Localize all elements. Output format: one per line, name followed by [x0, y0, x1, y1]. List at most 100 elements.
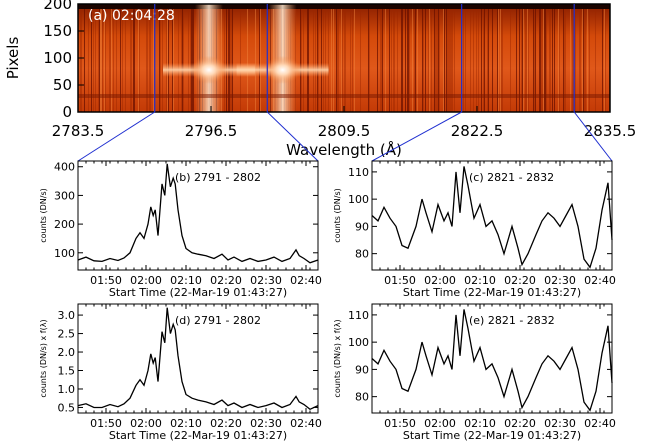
heatmap-stripe — [139, 4, 140, 112]
heatmap-stripe — [481, 4, 482, 112]
x-tick-label: 02:20 — [210, 417, 242, 430]
heatmap-stripe — [402, 4, 403, 112]
panel-title: (c) 2821 - 2832 — [469, 171, 554, 184]
heatmap-stripe — [428, 4, 429, 112]
heatmap-stripe — [522, 4, 523, 112]
heatmap-stripe — [231, 4, 232, 112]
x-tick-label: 02:30 — [544, 274, 576, 287]
heatmap-stripe — [580, 4, 581, 112]
heatmap-stripe — [105, 4, 106, 112]
heatmap-stripe — [188, 4, 189, 112]
heatmap-x-tick-label: 2822.5 — [451, 122, 504, 140]
heatmap-stripe — [595, 4, 596, 112]
heatmap-stripe — [168, 4, 169, 112]
heatmap-stripe — [559, 4, 560, 112]
heatmap-stripe — [589, 4, 590, 112]
wavelength-marker-connector — [77, 111, 155, 162]
heatmap-stripe — [573, 4, 574, 112]
heatmap-stripe — [521, 4, 522, 112]
heatmap-stripe — [344, 4, 345, 112]
heatmap-stripe — [113, 4, 114, 112]
heatmap-stripe — [315, 4, 316, 112]
heatmap-x-axis-title: Wavelength (Å) — [286, 140, 402, 159]
y-tick-label: 1.0 — [58, 383, 76, 396]
x-tick-label: 02:30 — [250, 417, 282, 430]
y-tick-label: 1.5 — [58, 365, 76, 378]
heatmap-stripe — [519, 4, 520, 112]
heatmap-stripe — [583, 4, 584, 112]
heatmap-stripe — [95, 4, 96, 112]
heatmap-stripe — [528, 4, 529, 112]
heatmap-stripe — [385, 4, 386, 112]
heatmap-stripe — [307, 4, 308, 112]
heatmap-stripe — [308, 4, 309, 112]
x-tick-label: 02:10 — [464, 274, 496, 287]
heatmap-stripe — [104, 4, 105, 112]
heatmap-stripe — [147, 4, 148, 112]
x-tick-label: 02:40 — [290, 417, 322, 430]
heatmap-stripe — [585, 4, 586, 112]
heatmap-stripe — [354, 4, 355, 112]
heatmap-stripe — [260, 4, 261, 112]
y-tick-label: 80 — [355, 391, 369, 404]
heatmap-x-tick-label: 2809.5 — [318, 122, 371, 140]
x-tick-label: 01:50 — [384, 274, 416, 287]
heatmap-stripe — [533, 4, 534, 112]
heatmap-stripe — [492, 4, 493, 112]
heatmap-stripe — [368, 4, 369, 112]
heatmap-stripe — [447, 4, 448, 112]
y-tick-label: 110 — [348, 166, 369, 179]
y-tick-label: 2.5 — [58, 328, 76, 341]
x-tick-label: 01:50 — [90, 274, 122, 287]
x-tick-label: 02:20 — [504, 417, 536, 430]
x-tick-label: 02:00 — [424, 274, 456, 287]
y-axis-title: counts (DN/s) — [39, 188, 48, 243]
heatmap-stripe — [564, 4, 565, 112]
heatmap-stripe — [452, 4, 453, 112]
heatmap-stripe — [381, 4, 382, 112]
x-axis-title: Start Time (22-Mar-19 01:43:27) — [403, 286, 581, 299]
heatmap-stripe — [333, 4, 334, 112]
heatmap-stripe — [510, 4, 511, 112]
emission-line-core — [190, 55, 227, 84]
heatmap-stripe — [138, 4, 139, 112]
y-tick-label: 90 — [355, 220, 369, 233]
x-tick-label: 01:50 — [90, 417, 122, 430]
x-axis-title: Start Time (22-Mar-19 01:43:27) — [403, 429, 581, 442]
heatmap-ticks: 2783.5 2796.5 2809.5 2822.5 2835.5 0 50 100 150 2… — [43, 0, 636, 140]
heatmap-stripe — [484, 4, 485, 112]
heatmap-stripe — [414, 4, 415, 112]
heatmap-stripe — [393, 4, 394, 112]
heatmap-stripe — [98, 4, 99, 112]
heatmap-stripe — [150, 4, 151, 112]
heatmap-stripe — [102, 4, 103, 112]
heatmap-stripe — [415, 4, 416, 112]
heatmap-stripe — [125, 4, 126, 112]
heatmap-stripe — [193, 4, 194, 112]
line-panel-d: 01:50 02:00 02:10 02:20 02:30 02:40 0.5 1.0 1.5 2… — [39, 303, 322, 442]
heatmap-stripe — [463, 4, 464, 112]
heatmap-stripe — [109, 4, 110, 112]
x-tick-label: 02:20 — [504, 274, 536, 287]
heatmap-stripe — [409, 4, 410, 112]
heatmap-stripe — [338, 4, 339, 112]
heatmap-stripe — [101, 4, 102, 112]
y-tick-label: 400 — [54, 161, 75, 174]
heatmap-stripe — [134, 4, 135, 112]
heatmap-stripe — [259, 4, 260, 112]
heatmap-stripe — [342, 4, 343, 112]
wavelength-marker-connector — [266, 111, 319, 162]
heatmap-stripe — [584, 4, 585, 112]
y-tick-label: 110 — [348, 309, 369, 322]
heatmap-stripe — [232, 4, 233, 112]
heatmap-stripe — [182, 4, 183, 112]
heatmap-stripe — [544, 4, 545, 112]
heatmap-stripe — [563, 4, 564, 112]
heatmap-x-tick-label: 2796.5 — [185, 122, 238, 140]
heatmap-stripe — [91, 4, 92, 112]
heatmap-stripe — [470, 4, 471, 112]
y-axis-title: counts (DN/s) x f(λ) — [333, 319, 342, 397]
heatmap-stripe — [429, 4, 430, 112]
x-tick-label: 02:40 — [584, 274, 616, 287]
